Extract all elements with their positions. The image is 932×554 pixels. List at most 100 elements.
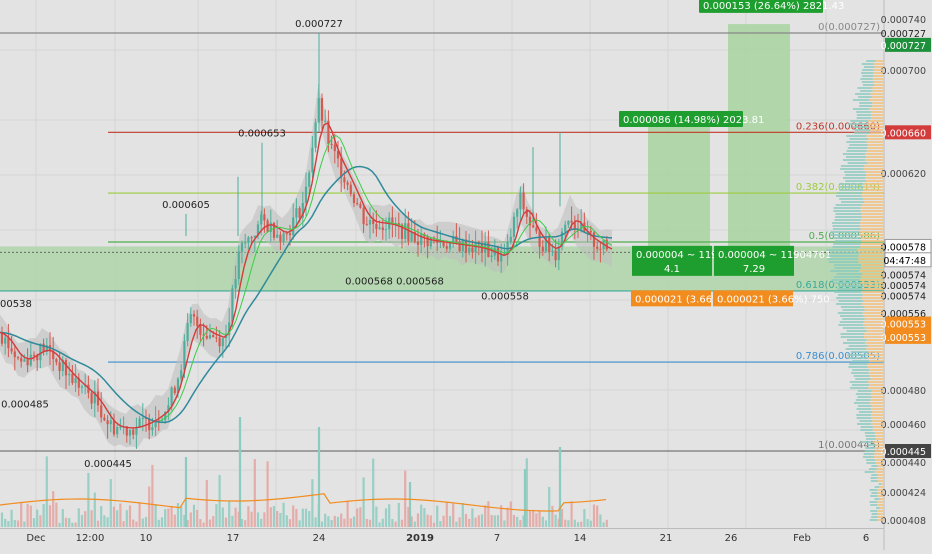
volume-bar <box>407 506 410 527</box>
candle-body <box>157 420 160 422</box>
profile-bar <box>864 432 875 434</box>
candle-body <box>192 314 196 317</box>
volume-bar <box>135 521 138 527</box>
profile-bar <box>874 498 880 500</box>
profile-bar <box>865 459 876 461</box>
price-tag <box>885 125 931 140</box>
price-tag <box>885 37 931 52</box>
candle-body <box>119 426 122 428</box>
candle-body <box>378 227 381 229</box>
volume-bar <box>176 503 180 527</box>
profile-bar <box>871 117 883 119</box>
profile-bar <box>853 402 870 404</box>
volume-bar <box>324 513 327 527</box>
volume-bar <box>144 516 148 527</box>
profile-bar <box>846 150 867 152</box>
volume-bar <box>388 504 391 527</box>
price-tag-text: 0.000578 <box>881 242 926 253</box>
candle-body <box>311 147 314 173</box>
profile-bar <box>834 240 862 242</box>
profile-bar <box>861 63 874 65</box>
profile-bar <box>834 267 862 269</box>
profile-bar <box>861 213 883 215</box>
profile-bar <box>861 81 874 83</box>
candle-body <box>573 222 576 229</box>
candle-body <box>279 234 282 242</box>
fib-label: 0.382(0.000619) <box>796 182 880 193</box>
profile-bar <box>849 363 868 365</box>
profile-bar <box>846 135 867 137</box>
volume-bar <box>148 486 151 527</box>
volume-bar <box>362 477 365 527</box>
volume-bar <box>26 503 29 527</box>
volume-bar <box>184 457 188 527</box>
profile-bar <box>859 105 873 107</box>
profile-bar <box>871 396 883 398</box>
price-scale[interactable]: 0.000740 0.000700 0.000620 0.000480 0.000460… <box>881 0 932 550</box>
profile-bar <box>859 270 883 272</box>
profile-bar <box>862 192 883 194</box>
profile-bar <box>872 102 883 104</box>
volume-bar <box>439 521 442 527</box>
volume-bar <box>311 479 314 527</box>
profile-bar <box>850 120 869 122</box>
candle-body <box>500 254 503 262</box>
profile-bar <box>849 138 868 140</box>
volume-bar <box>448 516 452 527</box>
profile-bar <box>860 207 883 209</box>
profile-bar <box>845 180 866 182</box>
candle-body <box>368 220 372 225</box>
profile-bar <box>846 156 867 158</box>
candle-body <box>605 239 608 250</box>
profile-bar <box>834 291 862 293</box>
volume-bar <box>500 505 503 527</box>
position-stats-text: 7.29 <box>743 264 765 275</box>
profile-bar <box>872 78 883 80</box>
profile-bar <box>864 327 883 329</box>
candle-body <box>554 250 557 261</box>
profile-bar <box>856 111 871 113</box>
profile-bar <box>842 318 865 320</box>
profile-bar <box>847 162 868 164</box>
price-annotation: 0.000445 <box>84 459 132 470</box>
profile-bar <box>842 327 865 329</box>
profile-bar <box>872 426 883 428</box>
candle-body <box>464 239 468 253</box>
candle-body <box>250 237 253 239</box>
candle-body <box>445 246 448 249</box>
price-tag-text: 0.000574 <box>881 281 926 292</box>
volume-bar <box>586 519 589 527</box>
candle-body <box>570 220 573 223</box>
candle-body <box>109 420 112 425</box>
candle-body <box>7 337 10 349</box>
position-labels[interactable]: 0.000086 (14.98%) 2023.81 0.000153 (26.64… <box>619 0 844 307</box>
candle-body <box>80 386 84 388</box>
candle-body <box>221 338 224 347</box>
volume-bar <box>426 514 429 527</box>
candle-body <box>189 314 192 324</box>
profile-bar <box>875 462 883 464</box>
candle-body <box>525 209 528 217</box>
profile-bar <box>860 441 873 443</box>
candle-body <box>474 241 477 253</box>
profile-bar <box>868 468 877 470</box>
profile-bar <box>847 147 868 149</box>
volume-bar <box>410 516 413 527</box>
profile-bar <box>858 258 883 260</box>
volume-bar <box>250 511 253 527</box>
volume-bar <box>196 510 199 527</box>
volume-bar <box>599 514 602 527</box>
candle-body <box>272 222 276 238</box>
time-axis[interactable]: Dec 12:00 10 17 24 2019 7 14 21 26 Feb 6 <box>0 528 884 551</box>
profile-bar <box>859 234 883 236</box>
profile-bar <box>868 381 883 383</box>
bollinger-band <box>0 86 612 448</box>
profile-bar <box>872 105 883 107</box>
profile-bar <box>870 399 883 401</box>
volume-bar <box>106 517 109 527</box>
price-tick: 0.000424 <box>881 488 926 499</box>
volume-bar <box>596 505 599 527</box>
profile-bar <box>866 60 876 62</box>
